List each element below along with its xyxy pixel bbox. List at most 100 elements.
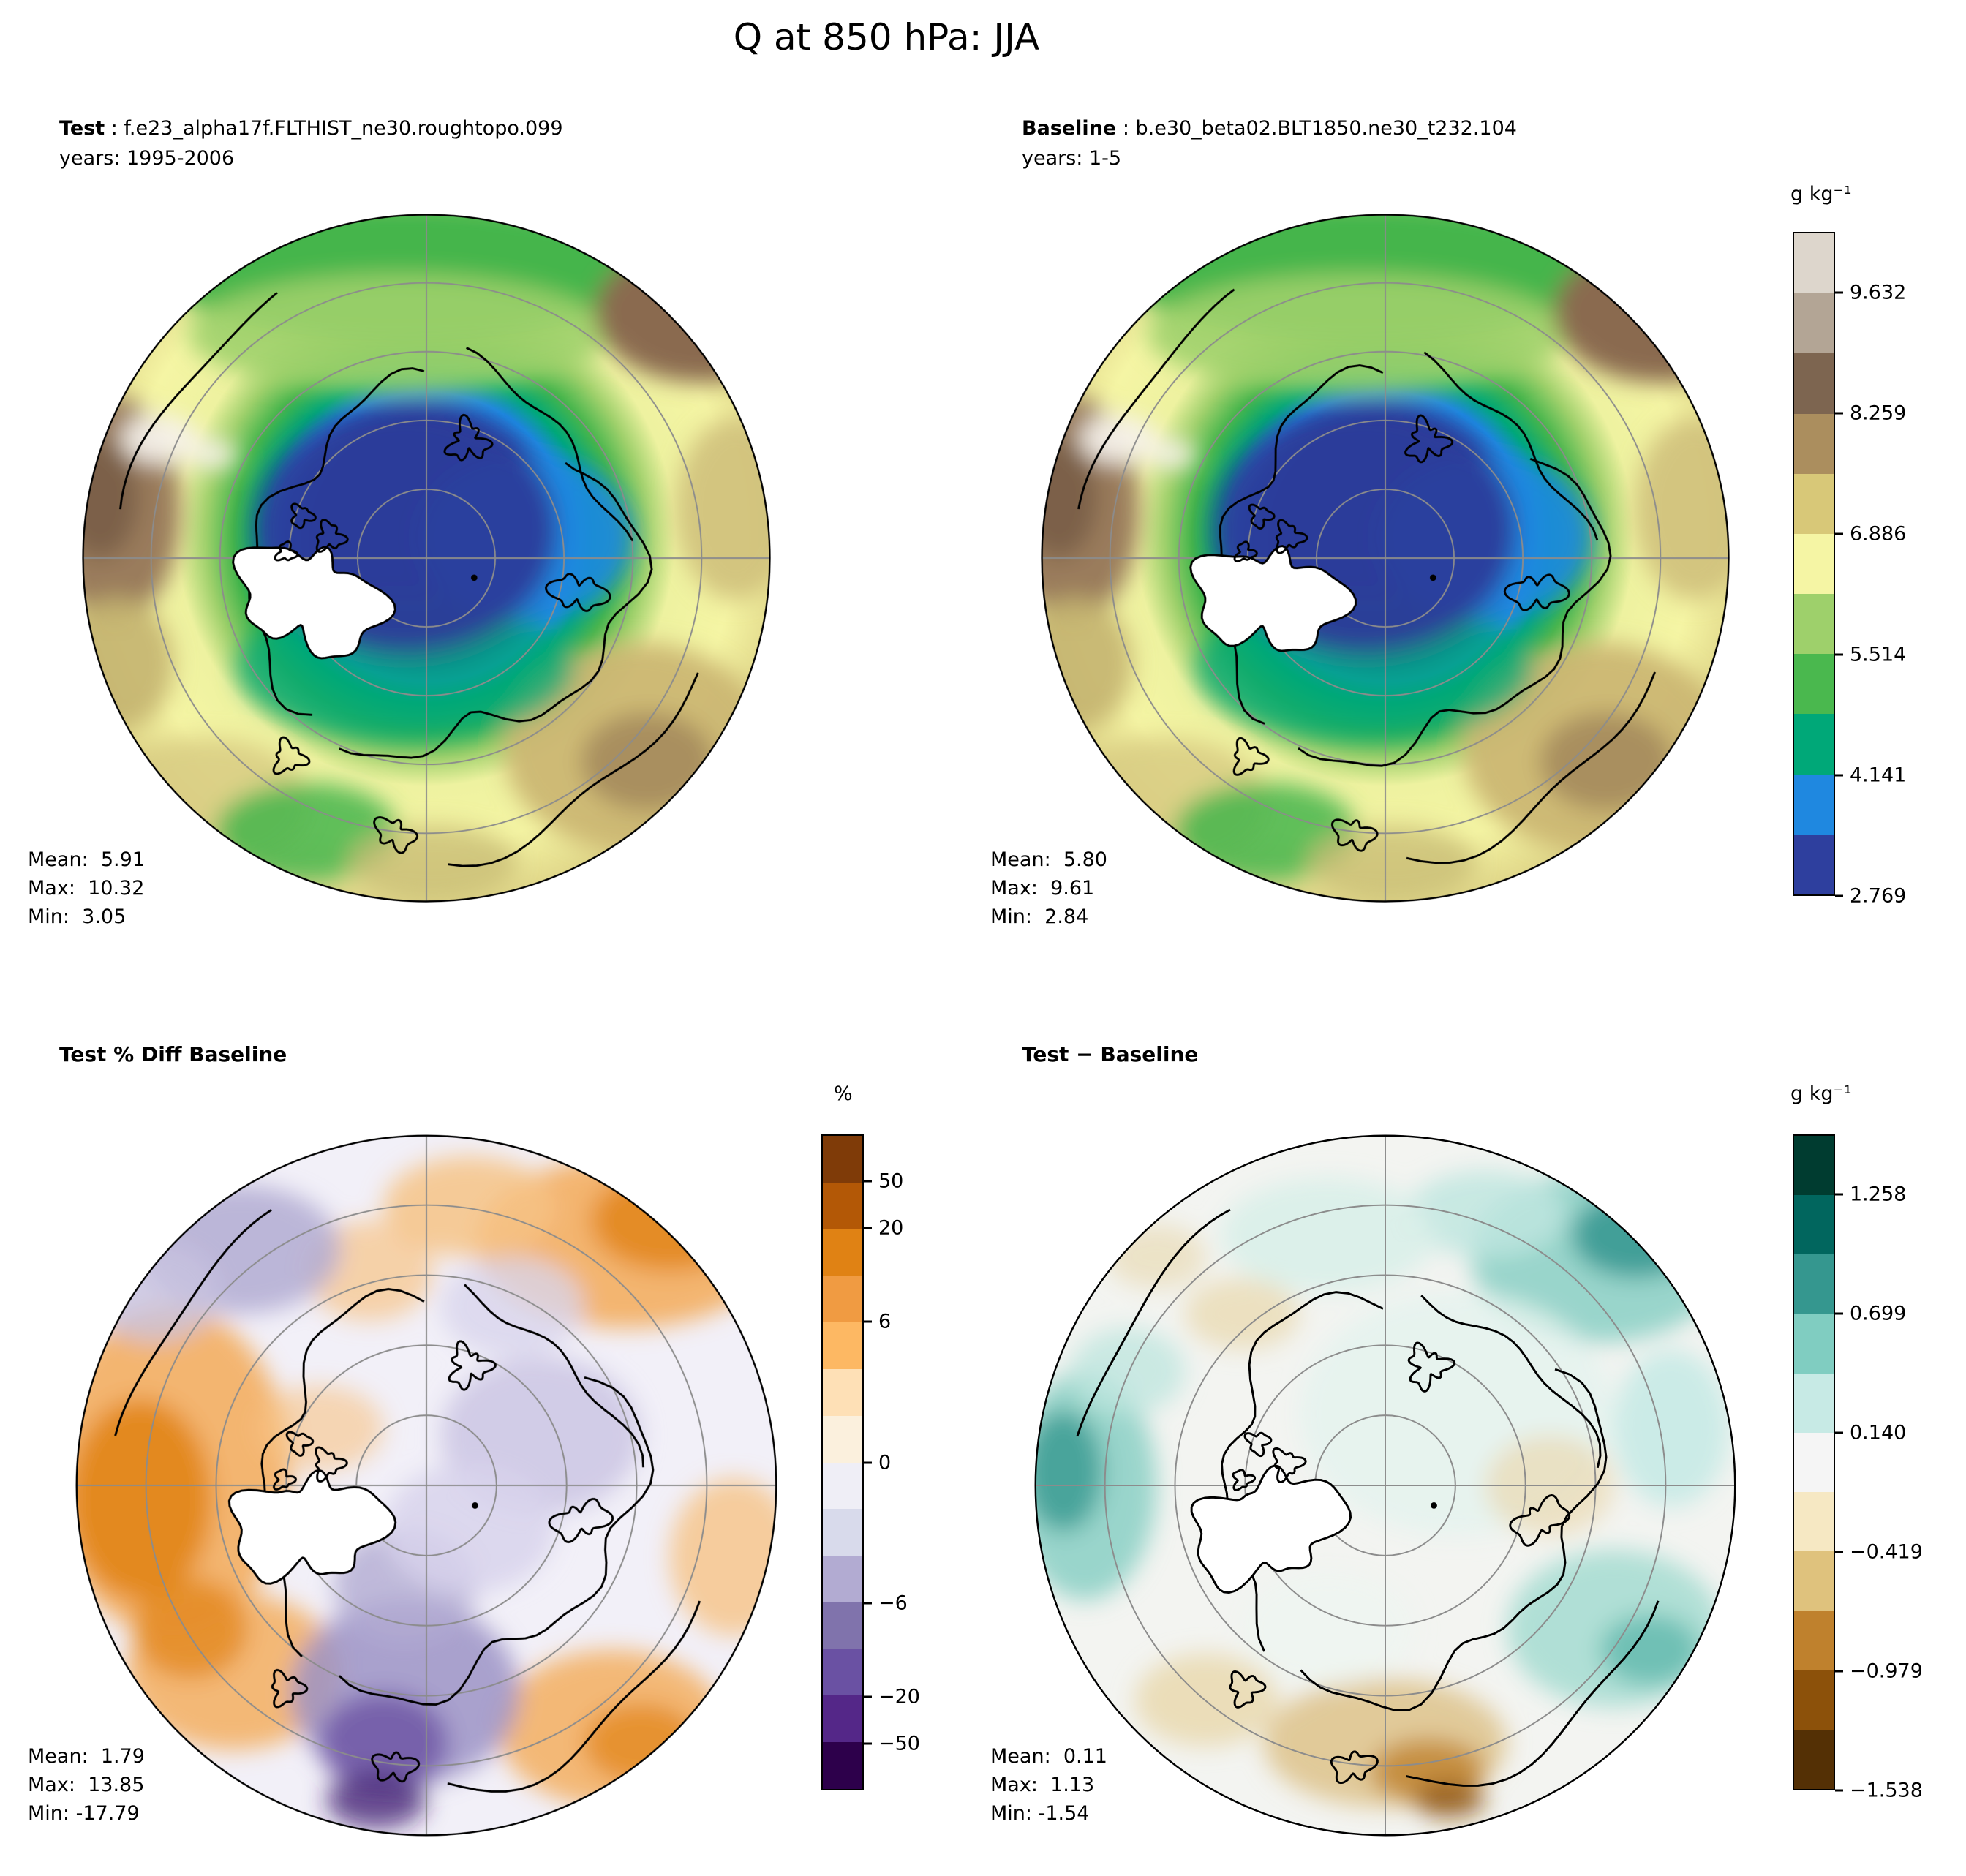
tick-label: −20 <box>878 1685 920 1709</box>
tick-mark <box>1835 1312 1843 1315</box>
stat-line: Max: 10.32 <box>28 877 145 900</box>
colorbar-segment <box>823 1509 862 1556</box>
coastline-path <box>114 1209 272 1436</box>
diff-map <box>1028 1128 1743 1843</box>
tick-mark <box>1835 1551 1843 1553</box>
coastlines <box>114 1209 701 1793</box>
tick-mark <box>864 1602 872 1605</box>
coastline-path <box>1405 1600 1660 1787</box>
small-island <box>470 574 478 581</box>
stat-line: Max: 1.13 <box>990 1774 1095 1796</box>
small-island <box>1431 1502 1437 1509</box>
colorbar-tick: 5.514 <box>1835 643 1906 666</box>
coastline-path <box>271 1668 309 1709</box>
colorbar-segment <box>1794 413 1834 474</box>
colorbar-tick: 8.259 <box>1835 402 1906 424</box>
coastline-path <box>1330 1750 1379 1785</box>
coastline-path <box>1503 573 1570 611</box>
coastline-path <box>1189 545 1357 652</box>
coastline-path <box>285 1431 315 1457</box>
stat-line: Mean: 5.91 <box>28 848 145 871</box>
baseline-run-line: Baseline : b.e30_beta02.BLT1850.ne30_t23… <box>1022 113 1517 143</box>
test-map-svg <box>82 214 771 903</box>
coastline-path <box>1404 414 1454 464</box>
stat-line: Min: 3.05 <box>28 905 127 928</box>
colorbar-segment <box>823 1415 862 1463</box>
colorbar-segment <box>1794 533 1834 595</box>
colorbar-tick: 6 <box>864 1311 891 1333</box>
pct-diff-stats: Mean: 1.79 Max: 13.85 Min: -17.79 <box>28 1742 145 1828</box>
stat-line: Mean: 1.79 <box>28 1745 145 1768</box>
coastline-path <box>548 1498 614 1543</box>
test-stats: Mean: 5.91 Max: 10.32 Min: 3.05 <box>28 845 145 931</box>
tick-mark <box>864 1227 872 1229</box>
tick-label: 1.258 <box>1850 1183 1907 1206</box>
colorbar-tick: −0.419 <box>1835 1540 1923 1563</box>
colorbar-tick: 0.140 <box>1835 1421 1906 1444</box>
colorbar-tick: 0 <box>864 1451 891 1474</box>
colorbar-segment <box>1794 1670 1834 1730</box>
coastline-path <box>545 573 611 612</box>
colorbar-tick: 6.886 <box>1835 522 1906 545</box>
map-border <box>1041 214 1730 903</box>
coastline-path <box>373 816 418 854</box>
colorbar-tick: 20 <box>864 1217 903 1240</box>
colorbar-segment <box>1794 834 1834 894</box>
colorbar-segment <box>1794 654 1834 715</box>
tick-label: 0.140 <box>1850 1421 1907 1444</box>
baseline-map-svg <box>1041 214 1730 903</box>
coastlines <box>1077 288 1656 864</box>
colorbar-tick: −6 <box>864 1591 908 1614</box>
colorbar-segment <box>1794 1135 1834 1196</box>
test-label: Test <box>59 117 105 140</box>
tick-label: 6.886 <box>1850 522 1907 546</box>
tick-mark <box>864 1320 872 1323</box>
q-colorbar: 2.769 4.141 5.514 6.886 8.259 9.632 <box>1793 232 1906 908</box>
coastline-path <box>1248 503 1276 530</box>
tick-mark <box>1835 1431 1843 1434</box>
coastline-path <box>1076 1208 1231 1437</box>
stat-line: Min: -1.54 <box>990 1802 1090 1825</box>
colorbar-segment <box>1794 473 1834 534</box>
colorbar-segment <box>1794 1729 1834 1789</box>
coastline-path <box>339 462 653 759</box>
colorbar-segment <box>1794 1314 1834 1374</box>
diff-colorbar: −1.538 −0.979 −0.419 0.140 0.699 1.258 <box>1793 1134 1923 1802</box>
test-map <box>75 207 777 909</box>
tick-label: 4.141 <box>1850 764 1907 787</box>
tick-mark <box>1835 1193 1843 1196</box>
stat-line: Max: 9.61 <box>990 877 1095 900</box>
colorbar-segment <box>823 1322 862 1369</box>
coastline-path <box>1077 288 1235 510</box>
small-island <box>1429 574 1436 581</box>
colorbar-segment <box>823 1695 862 1743</box>
coastline-path <box>1330 818 1379 852</box>
page-title: Q at 850 hPa: JJA <box>733 16 1040 59</box>
tick-mark <box>864 1180 872 1183</box>
colorbar-segment <box>823 1649 862 1696</box>
tick-label: −50 <box>878 1732 920 1755</box>
baseline-stats: Mean: 5.80 Max: 9.61 Min: 2.84 <box>990 845 1107 931</box>
coastline-path <box>274 540 299 562</box>
test-years-label: years: 1995-2006 <box>59 147 235 170</box>
colorbar-segment <box>1794 233 1834 294</box>
stat-line: Mean: 5.80 <box>990 848 1107 871</box>
colorbar-tick: −1.538 <box>1835 1779 1923 1802</box>
colorbar-segment <box>1794 1551 1834 1611</box>
coastline-path <box>1272 1447 1307 1483</box>
colorbar-segment <box>1794 714 1834 775</box>
baseline-map <box>1034 207 1736 909</box>
tick-mark <box>1835 1789 1843 1792</box>
coastline-path <box>290 502 317 530</box>
coastline-path <box>315 1446 348 1483</box>
coastline-path <box>338 1376 655 1706</box>
coastline-path <box>1233 540 1258 562</box>
colorbar-segment <box>823 1276 862 1323</box>
colorbar-box <box>821 1134 864 1790</box>
coastline-path <box>227 1469 397 1585</box>
coastline-path <box>1190 1464 1352 1594</box>
coastline-path <box>119 292 278 510</box>
coastlines <box>1076 1208 1660 1787</box>
tick-label: 6 <box>878 1310 892 1333</box>
